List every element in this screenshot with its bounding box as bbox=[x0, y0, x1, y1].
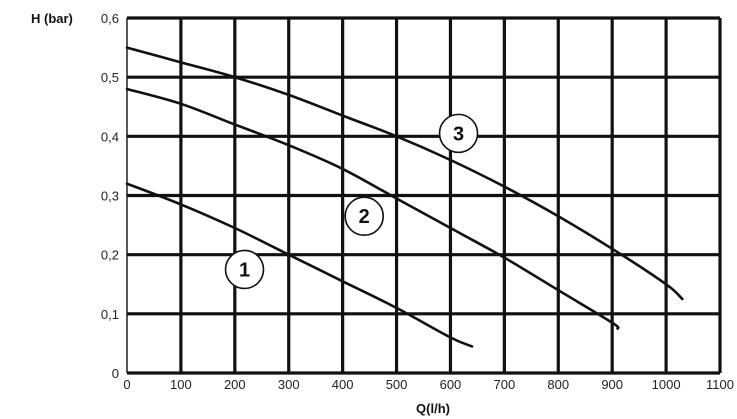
curve-label-3: 3 bbox=[453, 123, 464, 145]
curve-3 bbox=[125, 46, 684, 301]
x-tick-label: 900 bbox=[601, 377, 623, 392]
curve-label-circle-3 bbox=[438, 113, 479, 154]
curve-label-circle-2 bbox=[344, 196, 385, 237]
curve-2 bbox=[125, 87, 620, 330]
y-tick-label: 0,2 bbox=[101, 248, 119, 263]
x-tick-label: 0 bbox=[123, 377, 130, 392]
tick-labels: 0 100 200 300 400 500 600 700 800 900 1000 1100 0 0,1… bbox=[101, 11, 734, 392]
x-axis-label: Q(l/h) bbox=[416, 401, 450, 416]
curve-label-circle-1 bbox=[224, 249, 265, 290]
curve-label-1: 1 bbox=[239, 259, 250, 281]
x-tick-label: 200 bbox=[224, 377, 246, 392]
x-tick-label: 1100 bbox=[706, 377, 734, 392]
x-tick-label: 600 bbox=[440, 377, 462, 392]
y-tick-label: 0,5 bbox=[101, 70, 119, 85]
curve-label-2: 2 bbox=[359, 206, 370, 228]
y-tick-label: 0,3 bbox=[101, 189, 119, 204]
y-tick-label: 0,1 bbox=[101, 307, 119, 322]
y-axis-label: H (bar) bbox=[31, 11, 73, 26]
y-tick-label: 0 bbox=[112, 366, 119, 381]
x-tick-label: 100 bbox=[170, 377, 192, 392]
x-tick-label: 800 bbox=[547, 377, 569, 392]
x-tick-label: 700 bbox=[494, 377, 516, 392]
x-tick-label: 500 bbox=[386, 377, 408, 392]
x-tick-label: 1000 bbox=[652, 377, 681, 392]
curves bbox=[125, 46, 684, 348]
x-tick-label: 300 bbox=[278, 377, 300, 392]
curve-labels: 1 2 3 bbox=[224, 113, 479, 290]
curve-1 bbox=[125, 182, 474, 348]
x-tick-label: 400 bbox=[332, 377, 354, 392]
y-tick-label: 0,4 bbox=[101, 129, 119, 144]
y-tick-label: 0,6 bbox=[101, 11, 119, 26]
